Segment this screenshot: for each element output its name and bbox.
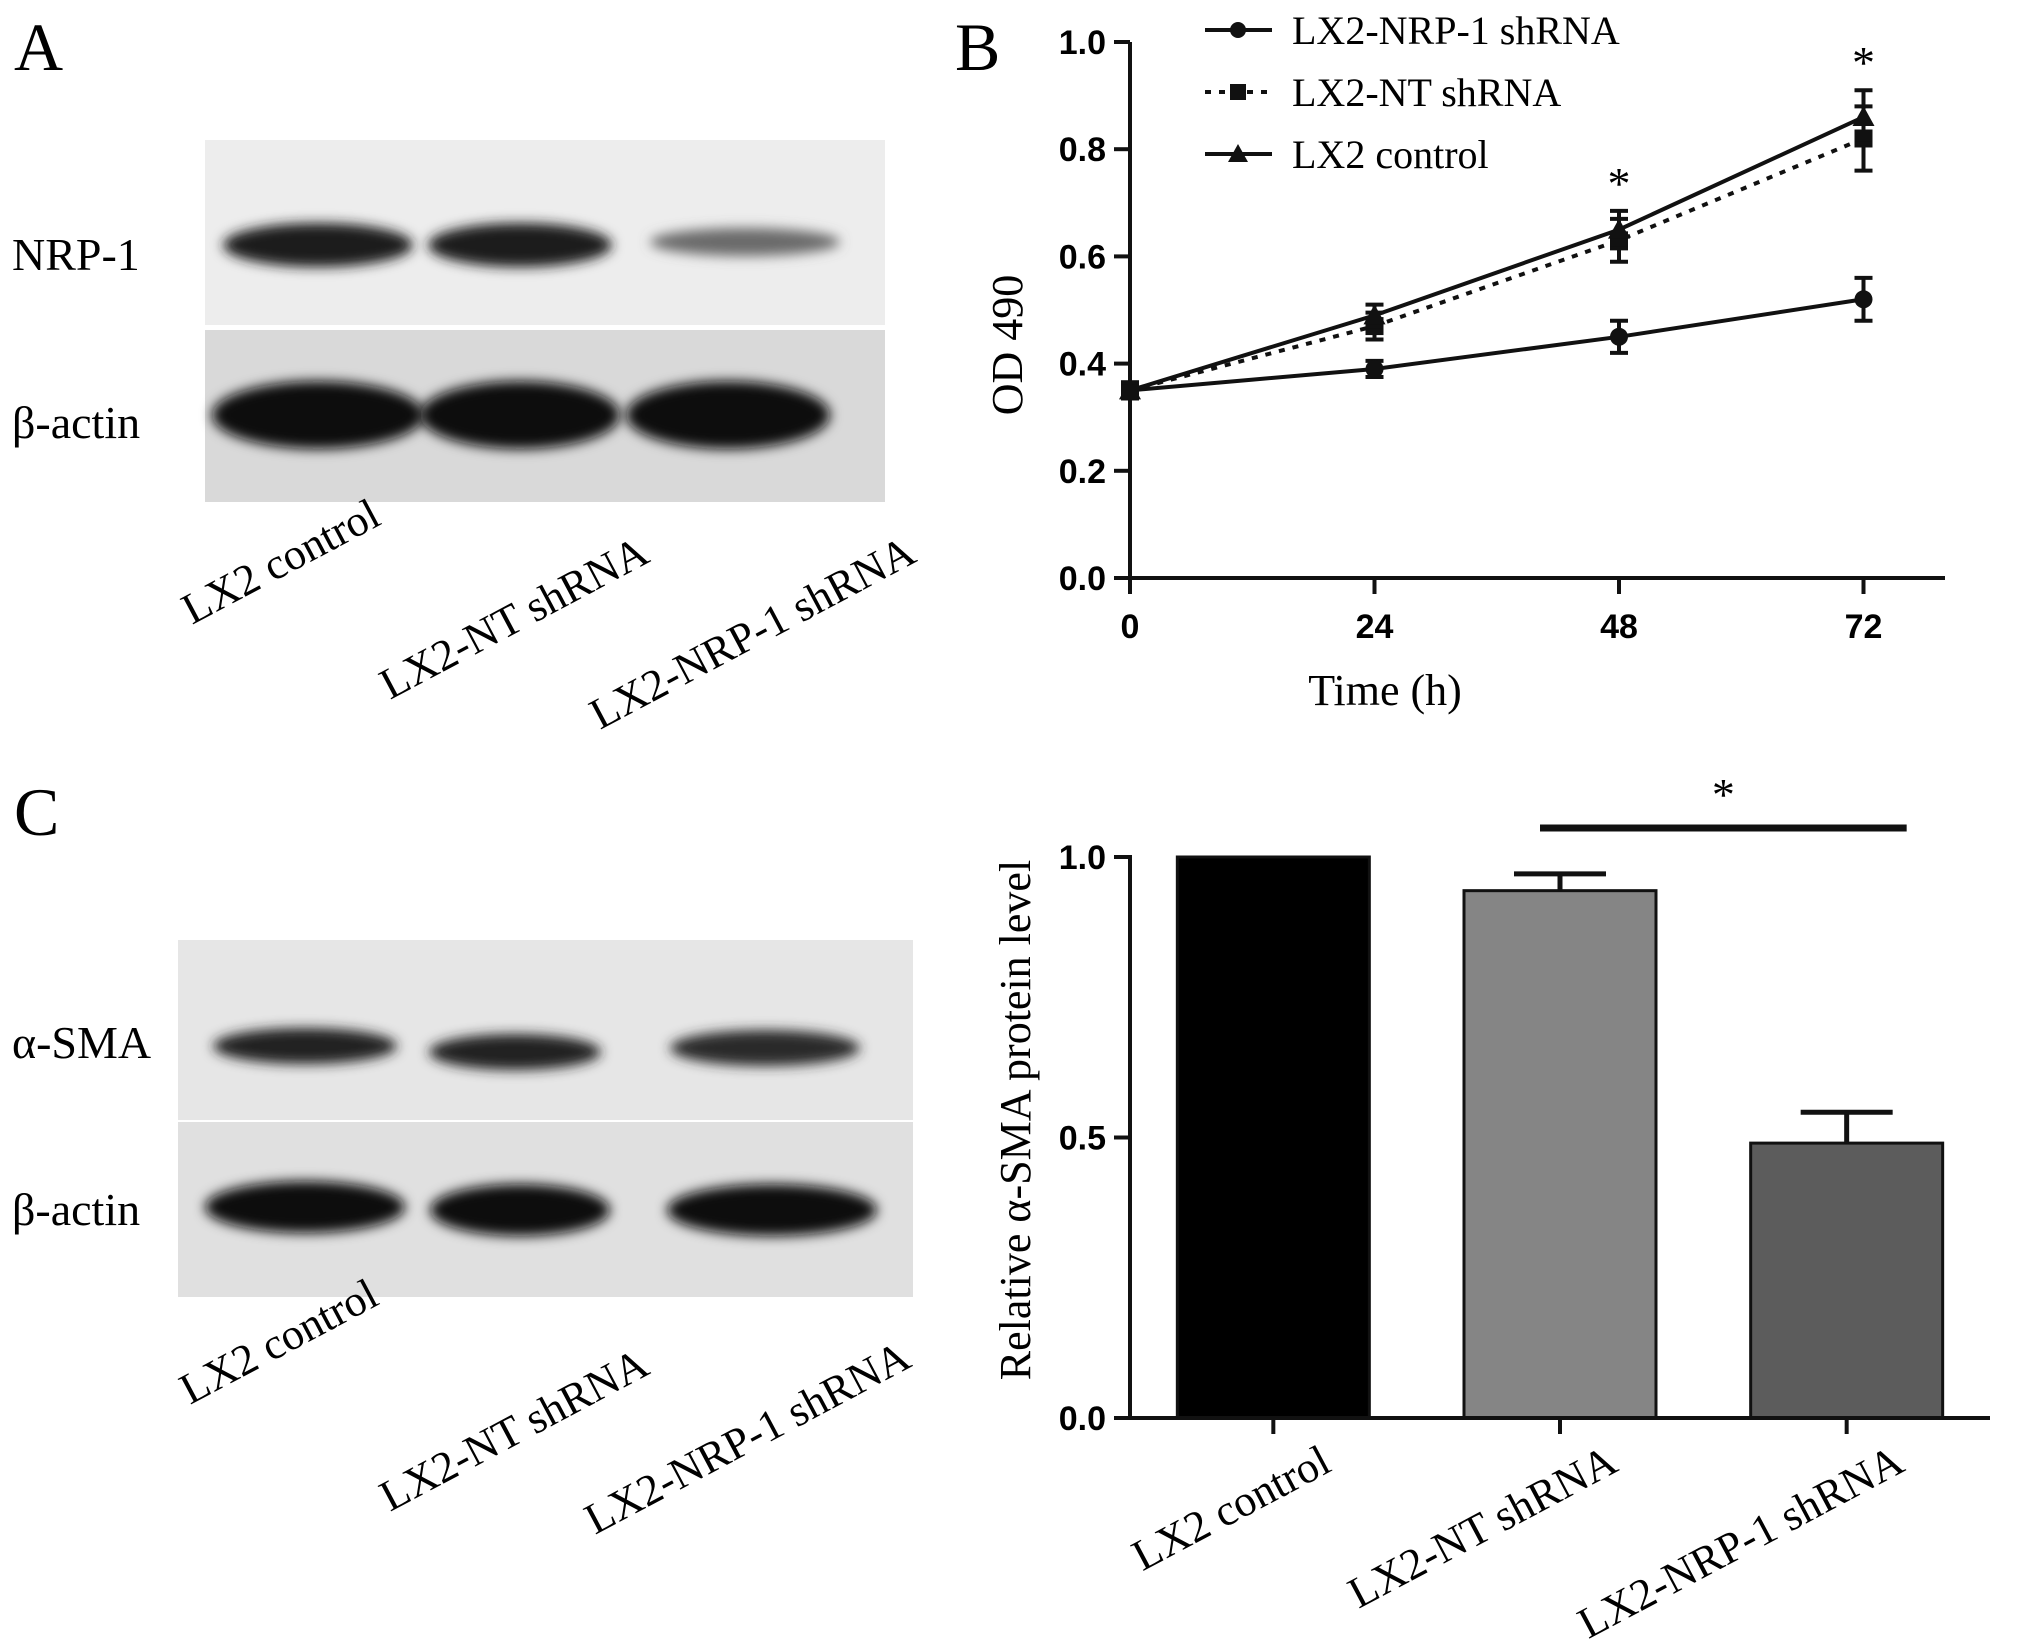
chart-b-legend: LX2-NRP-1 shRNA LX2-NT shRNA LX2 control bbox=[1205, 8, 1620, 177]
chart-b-x-tick-label: 48 bbox=[1600, 608, 1638, 646]
chart-b-y-tick-label: 1.0 bbox=[1059, 24, 1106, 62]
chart-c-y-tick-label: 0.5 bbox=[1059, 1120, 1106, 1158]
chart-b-series-line-2 bbox=[1129, 136, 1865, 393]
chart-b-point-1 bbox=[1365, 359, 1384, 378]
band-nrp1-lane2 bbox=[428, 223, 612, 267]
chart-b-y-tick-label: 0.6 bbox=[1059, 238, 1106, 276]
chart-b-legend-label-3: LX2 control bbox=[1292, 132, 1489, 177]
blot-c bbox=[178, 940, 913, 1297]
blot-a bbox=[205, 140, 885, 502]
chart-c-bar-2 bbox=[1462, 889, 1658, 1420]
chart-b-x-tick-label: 72 bbox=[1845, 608, 1883, 646]
band-actin-c-lane3 bbox=[667, 1184, 877, 1236]
blot-a-row-label-nrp1: NRP-1 bbox=[12, 229, 140, 280]
chart-b-point-3 bbox=[1119, 379, 1141, 400]
panel-letter-b: B bbox=[955, 9, 1000, 85]
band-actin-a-lane1 bbox=[212, 381, 424, 449]
chart-b-point-3 bbox=[1608, 218, 1630, 239]
blot-a-row-label-actin: β-actin bbox=[12, 397, 140, 448]
chart-b-legend-label-1: LX2-NRP-1 shRNA bbox=[1292, 8, 1620, 53]
panel-letter-a: A bbox=[14, 9, 63, 85]
chart-b-significance-star: * bbox=[1852, 37, 1875, 88]
band-sma-lane1 bbox=[213, 1028, 397, 1064]
chart-b-y-tick-label: 0.8 bbox=[1059, 131, 1106, 169]
chart-c-ylabel: Relative α-SMA protein level bbox=[991, 860, 1040, 1380]
chart-b-y-tick-label: 0.2 bbox=[1059, 453, 1106, 491]
chart-b-point-3 bbox=[1852, 106, 1875, 127]
band-actin-c-lane1 bbox=[205, 1181, 405, 1233]
band-actin-a-lane3 bbox=[626, 381, 830, 449]
panel-letter-c: C bbox=[14, 774, 59, 850]
chart-b-y-tick-label: 0.4 bbox=[1059, 346, 1106, 384]
band-nrp1-lane1 bbox=[223, 223, 413, 267]
blot-c-row-label-actin: β-actin bbox=[12, 1184, 140, 1235]
chart-c-bar-1 bbox=[1175, 855, 1371, 1420]
band-sma-lane2 bbox=[429, 1034, 601, 1070]
chart-c-x-tick-label: LX2 control bbox=[1124, 1436, 1338, 1581]
chart-b-legend-marker-2 bbox=[1230, 84, 1246, 100]
band-sma-lane3 bbox=[670, 1030, 860, 1066]
chart-b-legend-label-2: LX2-NT shRNA bbox=[1292, 70, 1561, 115]
chart-b-significance-star: * bbox=[1608, 158, 1631, 209]
chart-c-y-tick-label: 1.0 bbox=[1059, 839, 1106, 877]
chart-b-series-line-3 bbox=[1129, 115, 1865, 393]
chart-b-series-line-1 bbox=[1129, 297, 1864, 393]
chart-b-point-1 bbox=[1854, 290, 1873, 309]
chart-c-x-tick-label: LX2-NRP-1 shRNA bbox=[1570, 1435, 1912, 1648]
chart-b-growth: 0.0 0.2 0.4 0.6 0.8 1.0 0 24 48 72 * * bbox=[1059, 24, 1945, 646]
chart-b-x-tick-label: 0 bbox=[1121, 608, 1140, 646]
chart-b-y-tick-label: 0.0 bbox=[1059, 560, 1106, 598]
band-actin-a-lane2 bbox=[420, 381, 620, 449]
chart-b-point-1 bbox=[1610, 327, 1628, 346]
chart-b-xlabel: Time (h) bbox=[1308, 666, 1462, 715]
chart-b-x-tick-label: 24 bbox=[1356, 608, 1394, 646]
chart-c-significance-star: * bbox=[1712, 769, 1735, 820]
chart-c-bar-3 bbox=[1749, 1141, 1945, 1420]
chart-b-ylabel: OD 490 bbox=[983, 275, 1032, 416]
band-actin-c-lane2 bbox=[430, 1184, 610, 1236]
chart-b-legend-marker-1 bbox=[1230, 22, 1246, 38]
chart-b-legend-marker-3 bbox=[1228, 144, 1248, 162]
blot-c-row-label-sma: α-SMA bbox=[12, 1017, 151, 1068]
blot-a-lane-label-1: LX2 control bbox=[174, 489, 388, 634]
band-nrp1-lane3 bbox=[650, 228, 840, 256]
chart-b-point-3 bbox=[1363, 304, 1386, 325]
chart-c-y-tick-label: 0.0 bbox=[1059, 1400, 1106, 1438]
chart-c-x-tick-label: LX2-NT shRNA bbox=[1340, 1435, 1625, 1617]
